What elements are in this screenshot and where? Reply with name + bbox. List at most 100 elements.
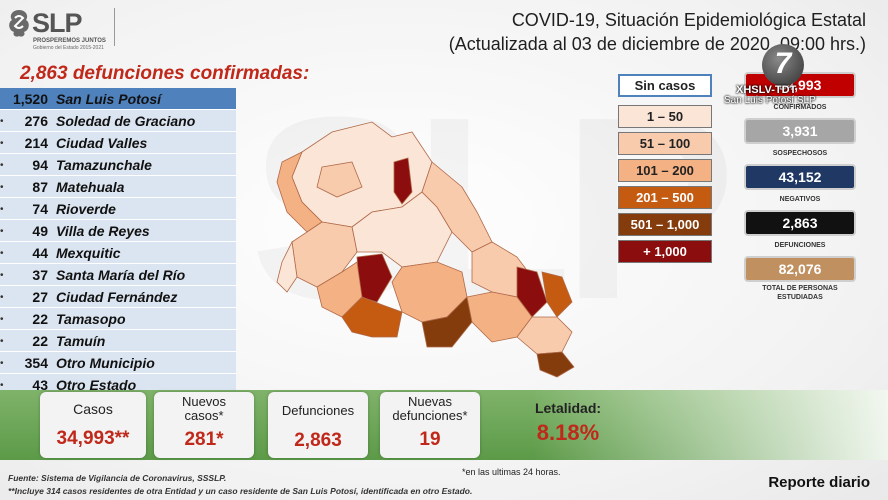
logo-word: SLP <box>32 8 83 38</box>
logo-divider <box>114 8 115 46</box>
municipality-count: 1,520 <box>12 90 48 107</box>
stat-value: 34,993 <box>744 72 856 98</box>
bullet-icon: • <box>0 116 4 127</box>
nuevos-casos-card: Nuevos casos* 281* <box>154 392 254 458</box>
map-region-slp-capital <box>356 253 393 303</box>
bullet-icon: • <box>0 380 4 391</box>
legend-item: 101 – 200 <box>618 159 712 182</box>
bullet-icon: • <box>0 336 4 347</box>
state-map-regions <box>276 121 575 378</box>
map-region-tamuin <box>541 271 573 318</box>
stat-label: CONFIRMADOS <box>773 104 827 111</box>
defunciones-card: Defunciones 2,863 <box>268 392 368 458</box>
casos-value: 34,993** <box>56 428 130 449</box>
nuevas-defunciones-label-1: Nuevas <box>407 394 453 409</box>
municipality-count: 22 <box>32 310 48 327</box>
note-24h: *en las ultimas 24 horas. <box>462 467 561 477</box>
deaths-title: 2,863 defunciones confirmadas: <box>20 63 310 84</box>
stat-value: 43,152 <box>744 164 856 190</box>
logo-tagline: PROSPEREMOS JUNTOS <box>33 38 106 44</box>
municipality-count: 49 <box>32 222 48 239</box>
municipality-row: 1,520 San Luis Potosí <box>0 88 236 110</box>
municipality-name: Tamuín <box>56 332 106 349</box>
slp-logo: SLP PROSPEREMOS JUNTOS Gobierno del Esta… <box>6 6 118 52</box>
casos-label: Casos <box>73 401 113 417</box>
municipality-row: • 44 Mexquitic <box>0 242 236 264</box>
municipality-name: Matehuala <box>56 178 125 195</box>
municipality-row: • 87 Matehuala <box>0 176 236 198</box>
nuevos-casos-label-1: Nuevos <box>181 394 227 409</box>
nuevas-defunciones-value: 19 <box>419 429 441 450</box>
nuevas-defunciones-label-2: defunciones* <box>392 408 468 423</box>
municipality-name: Otro Municipio <box>56 354 155 371</box>
defunciones-label: Defunciones <box>281 403 355 418</box>
bullet-icon: • <box>0 138 4 149</box>
municipality-row: • 276 Soledad de Graciano <box>0 110 236 132</box>
channel-7-logo: 7 <box>762 44 804 86</box>
state-map <box>276 121 575 378</box>
page-header: COVID-19, Situación Epidemiológica Estat… <box>449 8 866 56</box>
municipality-name: Santa María del Río <box>56 266 186 283</box>
bullet-icon: • <box>0 270 4 281</box>
legend-item: 501 – 1,000 <box>618 213 712 236</box>
municipality-row: • 37 Santa María del Río <box>0 264 236 286</box>
stat-label: TOTAL DE PERSONAS ESTUDIADAS <box>762 285 838 301</box>
municipality-count: 43 <box>32 376 48 393</box>
municipality-name: Ciudad Valles <box>56 134 148 151</box>
municipality-list: 1,520 San Luis Potosí • 276 Soledad de Graci… <box>0 88 236 396</box>
bullet-icon: • <box>0 292 4 303</box>
map-region-far-west <box>276 240 298 293</box>
footnote: **Incluye 314 casos residentes de otra E… <box>8 486 473 496</box>
map-region-villa-reyes <box>341 296 403 338</box>
logo-subline: Gobierno del Estado 2015-2021 <box>33 45 104 51</box>
municipality-name: Ciudad Fernández <box>56 288 178 305</box>
casos-card: Casos 34,993** <box>40 392 146 458</box>
municipality-count: 44 <box>32 244 48 261</box>
municipality-row: • 27 Ciudad Fernández <box>0 286 236 308</box>
municipality-count: 37 <box>32 266 48 283</box>
letalidad-label: Letalidad: <box>534 400 602 416</box>
nuevos-casos-label-2: casos* <box>184 408 224 423</box>
municipality-count: 276 <box>24 112 48 129</box>
municipality-count: 94 <box>32 156 48 173</box>
municipality-row: • 94 Tamazunchale <box>0 154 236 176</box>
nuevas-defunciones-card: Nuevas defunciones* 19 <box>380 392 480 458</box>
nuevos-casos-value: 281* <box>184 429 224 450</box>
bullet-icon: • <box>0 226 4 237</box>
source-note: Fuente: Sistema de Vigilancia de Coronav… <box>8 473 227 483</box>
legend-item: 1 – 50 <box>618 105 712 128</box>
municipality-row: • 49 Villa de Reyes <box>0 220 236 242</box>
page-subtitle: (Actualizada al 03 de diciembre de 2020,… <box>448 34 866 54</box>
defunciones-value: 2,863 <box>294 430 342 451</box>
municipality-name: San Luis Potosí <box>56 90 162 107</box>
legend-item: 201 – 500 <box>618 186 712 209</box>
map-region-valles <box>516 266 548 318</box>
municipality-count: 214 <box>24 134 48 151</box>
stat-value: 2,863 <box>744 210 856 236</box>
municipality-row: • 354 Otro Municipio <box>0 352 236 374</box>
municipality-name: Mexquitic <box>56 244 121 261</box>
municipality-count: 74 <box>32 200 48 217</box>
map-region-matehuala <box>393 157 413 205</box>
legend-item: Sin casos <box>618 74 712 97</box>
page-title: COVID-19, Situación Epidemiológica Estat… <box>511 10 866 30</box>
stats-panel: 34,993 CONFIRMADOS 3,931 SOSPECHOSOS 43,152 N… <box>744 72 856 308</box>
bullet-icon: • <box>0 160 4 171</box>
stat-label: DEFUNCIONES <box>774 242 826 249</box>
map-region-tamazunchale <box>536 351 575 378</box>
municipality-row: • 22 Tamuín <box>0 330 236 352</box>
municipality-name: Rioverde <box>56 200 116 217</box>
stat-value: 3,931 <box>744 118 856 144</box>
bullet-icon: • <box>0 358 4 369</box>
map-region-north-inner <box>316 161 363 198</box>
municipality-row: • 74 Rioverde <box>0 198 236 220</box>
municipality-row: • 214 Ciudad Valles <box>0 132 236 154</box>
municipality-name: Soledad de Graciano <box>56 112 196 129</box>
legend-item: + 1,000 <box>618 240 712 263</box>
bullet-icon: • <box>0 248 4 259</box>
municipality-count: 27 <box>32 288 48 305</box>
municipality-count: 87 <box>32 178 48 195</box>
bullet-icon: • <box>0 182 4 193</box>
municipality-row: • 22 Tamasopo <box>0 308 236 330</box>
logo-mark-icon <box>9 10 29 37</box>
